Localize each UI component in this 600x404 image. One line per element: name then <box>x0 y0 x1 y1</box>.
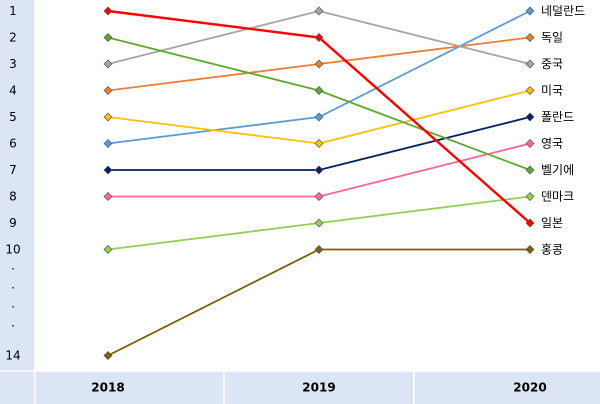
x-tick-label-2018: 2018 <box>91 381 124 395</box>
data-point-일본-2019 <box>314 33 324 42</box>
series-label-미국: 미국 <box>541 84 563 98</box>
data-point-중국-2020 <box>525 59 535 69</box>
data-point-홍콩-2020 <box>525 245 535 254</box>
series-label-영국: 영국 <box>541 137 563 151</box>
data-point-독일-2019 <box>314 59 324 69</box>
y-tick-label-10: 10 <box>5 243 20 257</box>
data-point-미국-2019 <box>314 139 324 148</box>
data-point-네덜란드-2019 <box>314 112 324 122</box>
year-axis-panel <box>0 371 600 404</box>
series-label-중국: 중국 <box>541 57 563 71</box>
series-label-덴마크: 덴마크 <box>541 190 574 204</box>
data-point-네덜란드-2018 <box>103 139 113 148</box>
series-line-네덜란드 <box>107 10 531 145</box>
y-tick-label-3: 3 <box>9 57 17 71</box>
x-tick-label-2020: 2020 <box>513 381 546 395</box>
data-point-영국-2018 <box>103 192 113 201</box>
data-point-독일-2018 <box>103 86 113 95</box>
series-label-일본: 일본 <box>541 216 563 230</box>
data-point-홍콩-2018 <box>103 351 113 360</box>
y-tick-label-4: 4 <box>9 84 17 98</box>
y-axis-break-dot: . <box>11 316 15 330</box>
data-point-폴란드-2018 <box>103 165 113 175</box>
y-tick-label-1: 1 <box>9 4 17 18</box>
data-point-미국-2020 <box>525 86 535 95</box>
data-point-덴마크-2018 <box>103 245 113 254</box>
data-point-벨기에-2018 <box>103 33 113 42</box>
y-tick-label-2: 2 <box>9 31 17 45</box>
data-point-덴마크-2020 <box>525 192 535 201</box>
data-point-네덜란드-2020 <box>525 6 535 16</box>
y-tick-label-5: 5 <box>9 110 17 124</box>
series-label-네덜란드: 네덜란드 <box>541 4 585 18</box>
series-label-폴란드: 폴란드 <box>541 110 574 124</box>
data-point-벨기에-2019 <box>314 86 324 95</box>
series-label-벨기에: 벨기에 <box>541 163 574 177</box>
data-point-독일-2020 <box>525 33 535 42</box>
y-tick-label-7: 7 <box>9 163 17 177</box>
y-tick-label-14: 14 <box>5 349 20 363</box>
data-point-벨기에-2020 <box>525 165 535 175</box>
y-axis-tick-labels: 1 2 3 4 5 6 7 8 9 10 14.... <box>5 4 20 363</box>
series-line-벨기에 <box>107 36 531 171</box>
series-line-홍콩 <box>107 248 530 357</box>
y-tick-label-6: 6 <box>9 137 17 151</box>
y-axis-break-dot: . <box>11 278 15 292</box>
x-tick-label-2019: 2019 <box>302 381 335 395</box>
y-axis-break-dot: . <box>11 259 15 273</box>
y-tick-label-9: 9 <box>9 216 17 230</box>
data-point-폴란드-2020 <box>525 112 535 122</box>
series-label-홍콩: 홍콩 <box>541 243 563 257</box>
x-axis-tick-labels: 2018 2019 2020 <box>91 381 546 395</box>
y-axis-break-dot: . <box>11 297 15 311</box>
data-point-영국-2019 <box>314 192 324 201</box>
data-point-일본-2020 <box>525 218 535 228</box>
data-point-일본-2018 <box>103 6 113 16</box>
y-tick-label-8: 8 <box>9 190 17 204</box>
data-point-미국-2018 <box>103 112 113 122</box>
data-point-폴란드-2019 <box>314 165 324 175</box>
rank-axis-panel <box>0 0 35 371</box>
data-point-홍콩-2019 <box>314 245 324 254</box>
data-point-중국-2019 <box>314 6 324 16</box>
data-point-영국-2020 <box>525 139 535 148</box>
data-point-덴마크-2019 <box>314 218 324 228</box>
series-label-독일: 독일 <box>541 31 563 45</box>
series-markers <box>103 6 535 360</box>
data-point-중국-2018 <box>103 59 113 69</box>
